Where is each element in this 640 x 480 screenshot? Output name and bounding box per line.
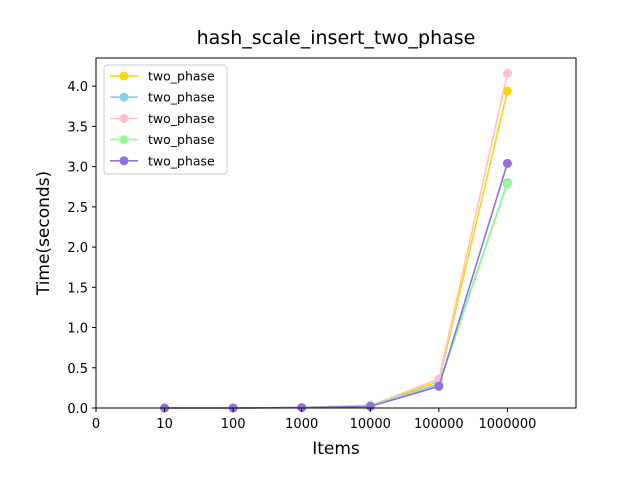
x-tick-label: 1000000 [478, 417, 536, 432]
series-line [164, 163, 509, 409]
y-tick-label: 0.5 [67, 362, 88, 377]
legend-marker [119, 113, 129, 123]
series-line [164, 184, 509, 409]
legend-label: two_phase [148, 69, 215, 84]
legend-item: two_phase [110, 111, 215, 126]
y-tick-label: 3.0 [67, 161, 88, 176]
chart-title: hash_scale_insert_two_phase [197, 27, 476, 49]
data-point [502, 68, 512, 78]
y-tick-label: 3.5 [67, 120, 88, 135]
y-tick-label: 4.0 [67, 80, 88, 95]
x-tick-label: 0 [92, 417, 100, 432]
y-tick-label: 2.5 [67, 201, 88, 216]
x-tick-label: 10000 [350, 417, 391, 432]
y-tick-label: 0.0 [67, 402, 88, 417]
legend-frame [103, 64, 228, 175]
legend-marker [119, 135, 129, 145]
legend: two_phase two_phase two_phase two_phase two_… [103, 64, 228, 175]
legend-marker [119, 92, 129, 102]
data-point [502, 86, 512, 96]
y-axis-label: Time(seconds) [34, 171, 54, 296]
legend-label: two_phase [148, 111, 215, 126]
legend-item: two_phase [110, 132, 215, 147]
x-axis-label: Items [312, 439, 360, 459]
legend-item: two_phase [110, 153, 215, 168]
x-tick-label: 100000 [414, 417, 464, 432]
y-tick-label: 2.0 [67, 241, 88, 256]
legend-marker [119, 71, 129, 81]
legend-marker [119, 156, 129, 166]
y-tick-label: 1.5 [67, 281, 88, 296]
x-tick-label: 100 [221, 417, 246, 432]
legend-item: two_phase [110, 69, 215, 84]
x-tick-label: 1000 [285, 417, 318, 432]
legend-label: two_phase [148, 132, 215, 147]
legend-label: two_phase [148, 90, 215, 105]
data-point [502, 179, 512, 189]
legend-item: two_phase [110, 90, 215, 105]
legend-label: two_phase [148, 153, 215, 168]
x-tick-label: 10 [156, 417, 173, 432]
y-tick-label: 1.0 [67, 322, 88, 337]
data-point [502, 158, 512, 168]
data-point [434, 381, 444, 391]
plot-area-frame [95, 57, 577, 409]
series-line [164, 182, 509, 409]
data-point [365, 401, 375, 411]
